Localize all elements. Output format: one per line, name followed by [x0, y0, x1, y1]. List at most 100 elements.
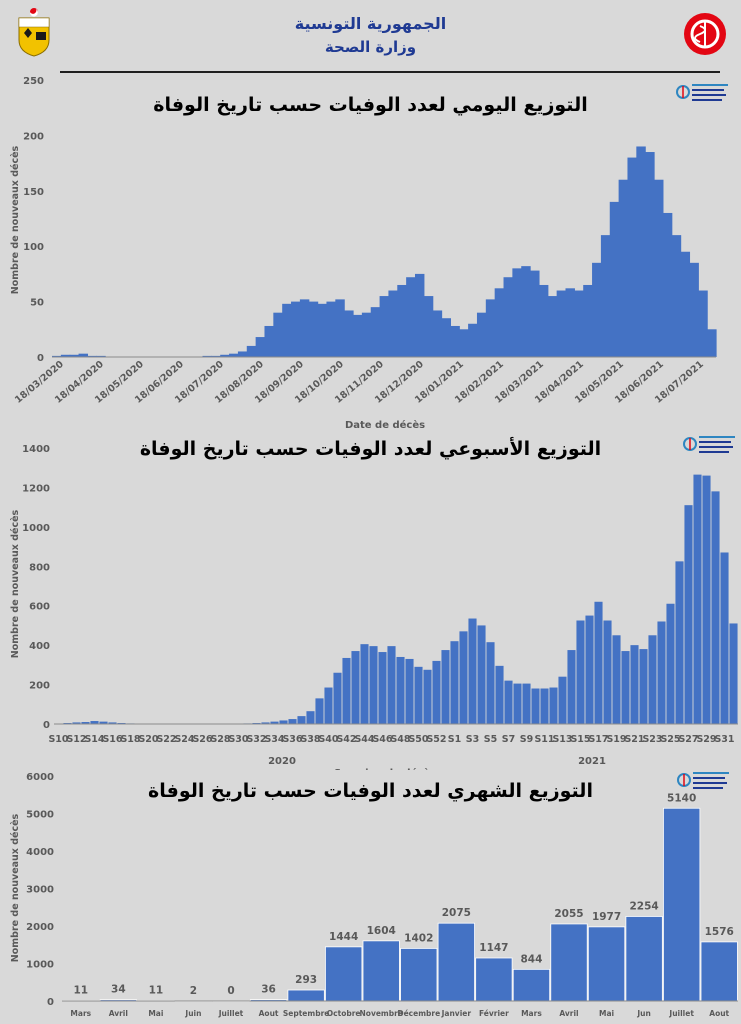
weekly-bar	[72, 722, 81, 724]
daily-bar	[530, 270, 540, 357]
x-tick-label: S21	[624, 734, 644, 745]
x-tick-label: S50	[408, 734, 428, 745]
daily-bar	[609, 201, 620, 357]
daily-bar	[512, 268, 522, 357]
daily-bar	[388, 290, 398, 357]
x-tick-label: Mai	[148, 1009, 163, 1018]
daily-bar	[379, 296, 390, 357]
data-label: 34	[111, 984, 126, 996]
daily-bar	[317, 303, 328, 357]
observatory-logo-icon	[676, 84, 728, 101]
x-axis-title: Date de décès	[345, 419, 425, 431]
weekly-bar	[450, 641, 459, 724]
monthly-bar	[475, 957, 513, 1002]
x-tick-label: S36	[282, 734, 302, 745]
daily-bar	[556, 290, 567, 357]
monthly-bar	[663, 807, 701, 1002]
weekly-bar	[603, 620, 612, 724]
year-label: 2020	[268, 756, 296, 767]
x-tick-label: Mars	[70, 1009, 91, 1018]
weekly-bar	[315, 698, 324, 724]
weekly-bar	[522, 683, 531, 724]
weekly-bar	[540, 688, 549, 724]
x-tick-label: S32	[246, 734, 266, 745]
weekly-bar	[360, 644, 369, 724]
data-label: 2075	[442, 907, 471, 919]
daily-bar	[583, 284, 593, 357]
monthly-bar	[587, 926, 626, 1002]
x-tick-label: S23	[642, 734, 662, 745]
weekly-bar	[576, 620, 585, 724]
monthly-bar	[550, 923, 588, 1002]
daily-bar	[680, 251, 691, 357]
header-ministry: وزارة الصحة	[324, 38, 417, 56]
data-label: 1444	[329, 931, 358, 943]
data-label: 293	[295, 974, 317, 986]
monthly-bar	[700, 941, 738, 1002]
y-tick-label: 1200	[22, 483, 50, 494]
data-label: 5140	[667, 792, 696, 804]
monthly-bar	[400, 948, 438, 1002]
daily-bar	[282, 303, 292, 357]
weekly-bar	[99, 721, 108, 724]
weekly-bar	[666, 603, 675, 724]
daily-bar	[246, 345, 257, 357]
daily-bar	[52, 355, 62, 357]
x-tick-label: Avril	[559, 1009, 578, 1018]
header-divider	[60, 71, 720, 73]
data-label: 11	[149, 985, 164, 997]
weekly-bar	[405, 658, 414, 724]
x-tick-label: S38	[300, 734, 320, 745]
daily-bar	[69, 354, 80, 357]
weekly-bar	[630, 645, 639, 724]
data-label: 2055	[554, 908, 583, 920]
x-tick-label: S40	[318, 734, 338, 745]
y-tick-label: 1000	[26, 960, 54, 971]
x-tick-label: S19	[606, 734, 626, 745]
weekly-bar	[567, 650, 576, 724]
y-tick-label: 2000	[26, 922, 54, 933]
weekly-chart-panel: التوزيع الأسبوعي لعدد الوفيات حسب تاريخ …	[0, 434, 741, 770]
x-tick-label: Décembre	[397, 1009, 440, 1018]
y-tick-label: 250	[23, 76, 44, 87]
y-tick-label: 0	[47, 997, 54, 1008]
daily-bar	[96, 355, 106, 357]
daily-bar	[565, 288, 575, 357]
y-tick-label: 1000	[22, 523, 50, 534]
x-tick-label: S7	[502, 734, 515, 745]
daily-bar	[255, 337, 266, 357]
daily-bar	[397, 284, 407, 357]
y-tick-label: 150	[23, 187, 44, 198]
data-label: 844	[520, 953, 542, 965]
daily-bar	[441, 318, 451, 357]
weekly-bar	[585, 615, 594, 724]
daily-bar	[78, 353, 89, 357]
x-tick-label: S34	[264, 734, 284, 745]
daily-bar	[291, 301, 301, 357]
x-tick-label: S29	[696, 734, 716, 745]
weekly-bar	[513, 683, 522, 724]
daily-bar	[211, 355, 221, 357]
monthly-chart-panel: التوزيع الشهري لعدد الوفيات حسب تاريخ ال…	[0, 770, 741, 1024]
y-tick-label: 0	[37, 353, 44, 364]
x-tick-label: Octobre	[327, 1009, 361, 1018]
weekly-bar	[504, 680, 513, 724]
weekly-bar	[81, 722, 90, 724]
x-tick-label: S42	[336, 734, 356, 745]
data-label: 1604	[367, 925, 396, 937]
y-tick-label: 50	[30, 298, 44, 309]
weekly-bar	[306, 711, 315, 724]
weekly-chart-title: التوزيع الأسبوعي لعدد الوفيات حسب تاريخ …	[139, 438, 602, 460]
weekly-bar	[594, 601, 603, 724]
y-tick-label: 400	[29, 641, 50, 652]
x-tick-label: Mars	[521, 1009, 542, 1018]
page-header: الجمهورية التونسية وزارة الصحة	[0, 0, 741, 73]
daily-bar	[538, 284, 549, 357]
tunisia-coat-of-arms-icon	[18, 8, 50, 57]
weekly-bar	[441, 650, 450, 724]
weekly-bar	[261, 722, 270, 724]
data-label: 1977	[592, 911, 621, 923]
y-tick-label: 600	[29, 602, 50, 613]
daily-bar	[353, 314, 363, 357]
weekly-bar	[729, 623, 738, 724]
